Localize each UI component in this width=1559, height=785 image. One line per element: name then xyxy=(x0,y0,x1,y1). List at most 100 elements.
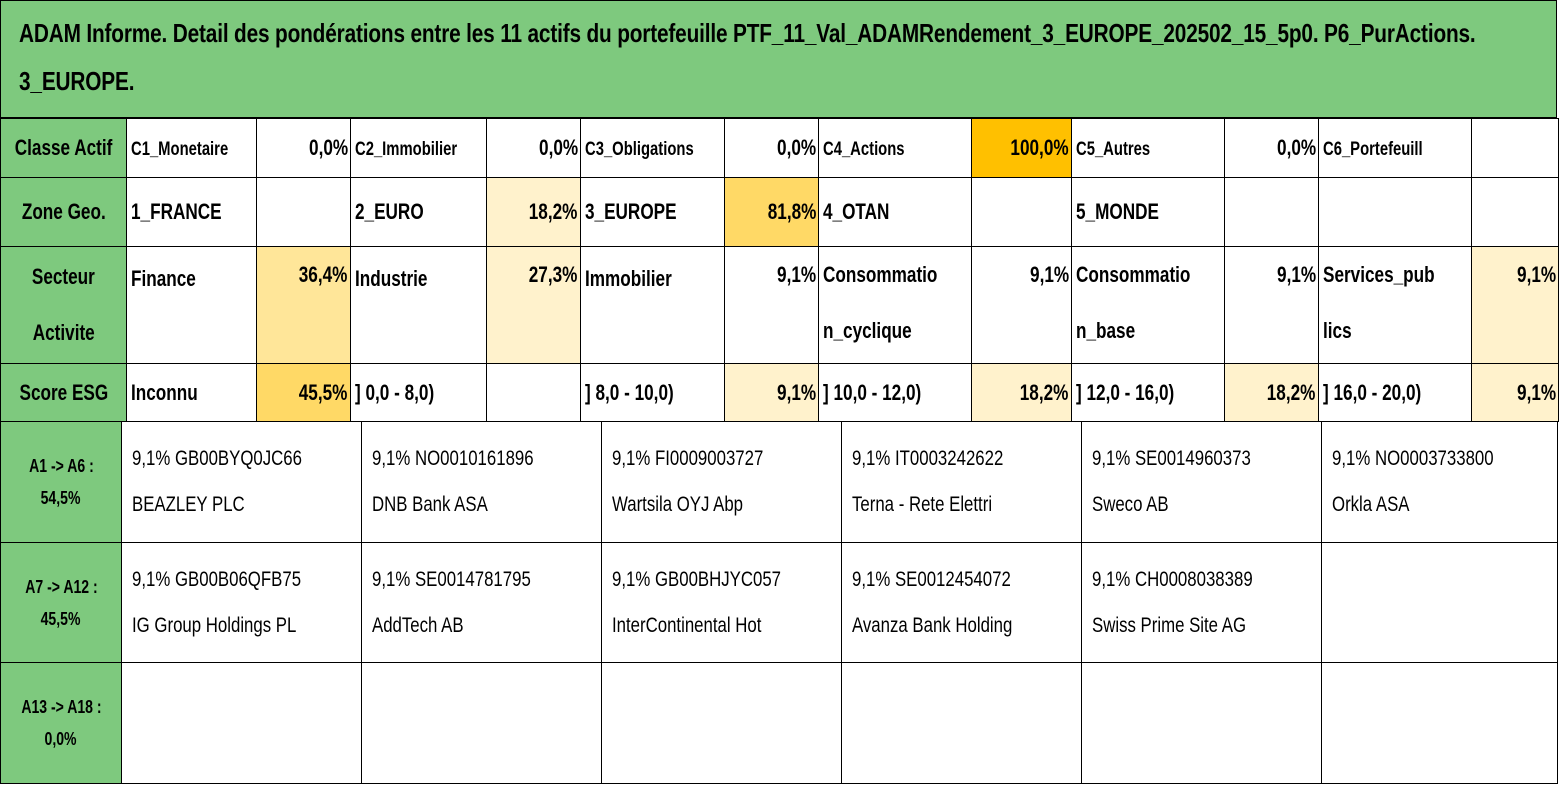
asset-cell xyxy=(601,662,842,784)
esg-label: ] 16,0 - 20,0) xyxy=(1317,363,1472,422)
asset-row: A7 -> A12 :45,5% 9,1% GB00B06QFB75 IG Gro… xyxy=(0,542,1558,663)
asset-name: Terna - Rete Elettri xyxy=(852,493,993,516)
secteur-value: 9,1% xyxy=(724,246,820,364)
asset-weight-isin: 9,1% SE0012454072 xyxy=(852,568,1011,591)
classe-value: 0,0% xyxy=(1223,118,1319,178)
zone-label: 4_OTAN xyxy=(818,177,973,247)
asset-range-header: A1 -> A6 :54,5% xyxy=(0,421,122,543)
zone-label: 3_EUROPE xyxy=(579,177,726,247)
asset-name: InterContinental Hot xyxy=(612,614,762,637)
esg-value: 9,1% xyxy=(1470,363,1559,422)
zone-value: 18,2% xyxy=(485,177,581,247)
secteur-value: 9,1% xyxy=(971,246,1072,364)
secteur-label: Immobilier xyxy=(579,246,726,364)
secteur-label: Consommation_cyclique xyxy=(818,246,973,364)
zone-value xyxy=(971,177,1072,247)
secteur-value: 9,1% xyxy=(1223,246,1319,364)
asset-cell: 9,1% SE0014960373 Sweco AB xyxy=(1081,421,1322,543)
classe-actif-header: Classe Actif xyxy=(0,118,128,178)
asset-cell xyxy=(841,662,1082,784)
asset-name: DNB Bank ASA xyxy=(372,493,488,516)
asset-cell: 9,1% NO0010161896 DNB Bank ASA xyxy=(361,421,602,543)
asset-weight-isin: 9,1% GB00BYQ0JC66 xyxy=(132,447,302,470)
zone-value xyxy=(1223,177,1319,247)
asset-cell: 9,1% CH0008038389 Swiss Prime Site AG xyxy=(1081,542,1322,663)
esg-label: ] 8,0 - 10,0) xyxy=(579,363,726,422)
report-title-banner: ADAM Informe. Detail des pondérations en… xyxy=(0,0,1557,118)
secteur-value: 27,3% xyxy=(485,246,581,364)
zone-label xyxy=(1317,177,1472,247)
asset-name: Orkla ASA xyxy=(1332,493,1410,516)
asset-weight-isin: 9,1% IT0003242622 xyxy=(852,447,1004,470)
asset-name: Sweco AB xyxy=(1092,493,1169,516)
asset-name: Swiss Prime Site AG xyxy=(1092,614,1247,637)
asset-name: Wartsila OYJ Abp xyxy=(612,493,744,516)
report-title: ADAM Informe. Detail des pondérations en… xyxy=(19,18,1476,96)
asset-cell: 9,1% GB00BHJYC057 InterContinental Hot xyxy=(601,542,842,663)
secteur-label: Services_publics xyxy=(1317,246,1472,364)
asset-range-header: A13 -> A18 :0,0% xyxy=(0,662,122,784)
zone-label: 2_EURO xyxy=(349,177,487,247)
assets-table: A1 -> A6 :54,5% 9,1% GB00BYQ0JC66 BEAZLEY… xyxy=(0,421,1558,784)
secteur-label: Finance xyxy=(126,246,257,364)
asset-cell xyxy=(1321,662,1558,784)
asset-cell: 9,1% FI0009003727 Wartsila OYJ Abp xyxy=(601,421,842,543)
asset-weight-isin: 9,1% CH0008038389 xyxy=(1092,568,1253,591)
esg-value xyxy=(485,363,581,422)
asset-range-header: A7 -> A12 :45,5% xyxy=(0,542,122,663)
zone-label: 5_MONDE xyxy=(1070,177,1225,247)
classe-value: 0,0% xyxy=(255,118,351,178)
classe-value: 100,0% xyxy=(971,118,1072,178)
score-esg-header: Score ESG xyxy=(0,363,128,422)
zone-geo-header: Zone Geo. xyxy=(0,177,128,247)
asset-weight-isin: 9,1% GB00BHJYC057 xyxy=(612,568,782,591)
esg-label: ] 12,0 - 16,0) xyxy=(1070,363,1225,422)
esg-value: 45,5% xyxy=(255,363,351,422)
secteur-value: 36,4% xyxy=(255,246,351,364)
zone-geo-row: Zone Geo. 1_FRANCE 2_EURO 18,2% 3_EUROPE… xyxy=(0,177,1559,247)
secteur-row: Secteur Activite Finance 36,4% Industrie… xyxy=(0,246,1559,364)
score-esg-row: Score ESG Inconnu 45,5% ] 0,0 - 8,0) ] 8… xyxy=(0,363,1559,422)
classe-label: C6_Portefeuill xyxy=(1317,118,1472,178)
asset-weight-isin: 9,1% SE0014960373 xyxy=(1092,447,1251,470)
classe-label: C3_Obligations xyxy=(579,118,726,178)
esg-value: 18,2% xyxy=(971,363,1072,422)
secteur-label: Industrie xyxy=(349,246,487,364)
asset-row: A13 -> A18 :0,0% xyxy=(0,662,1558,784)
classe-value xyxy=(1470,118,1559,178)
asset-name: BEAZLEY PLC xyxy=(132,493,245,516)
asset-weight-isin: 9,1% GB00B06QFB75 xyxy=(132,568,302,591)
zone-value: 81,8% xyxy=(724,177,820,247)
asset-weight-isin: 9,1% NO0003733800 xyxy=(1332,447,1494,470)
classe-label: C1_Monetaire xyxy=(126,118,257,178)
asset-row: A1 -> A6 :54,5% 9,1% GB00BYQ0JC66 BEAZLEY… xyxy=(0,421,1558,543)
classe-actif-row: Classe Actif C1_Monetaire 0,0% C2_Immobi… xyxy=(0,118,1559,178)
esg-value: 9,1% xyxy=(724,363,820,422)
asset-cell xyxy=(1081,662,1322,784)
classe-label: C4_Actions xyxy=(818,118,973,178)
asset-cell xyxy=(361,662,602,784)
asset-cell: 9,1% SE0014781795 AddTech AB xyxy=(361,542,602,663)
asset-cell: 9,1% SE0012454072 Avanza Bank Holding xyxy=(841,542,1082,663)
asset-cell: 9,1% GB00B06QFB75 IG Group Holdings PL xyxy=(121,542,362,663)
esg-label: Inconnu xyxy=(126,363,257,422)
secteur-label: Consommation_base xyxy=(1070,246,1225,364)
zone-value xyxy=(255,177,351,247)
esg-value: 18,2% xyxy=(1223,363,1319,422)
asset-weight-isin: 9,1% NO0010161896 xyxy=(372,447,534,470)
classe-label: C5_Autres xyxy=(1070,118,1225,178)
classe-value: 0,0% xyxy=(724,118,820,178)
asset-name: AddTech AB xyxy=(372,614,464,637)
esg-label: ] 0,0 - 8,0) xyxy=(349,363,487,422)
secteur-value: 9,1% xyxy=(1470,246,1559,364)
allocation-summary-table: Classe Actif C1_Monetaire 0,0% C2_Immobi… xyxy=(0,118,1559,422)
zone-value xyxy=(1470,177,1559,247)
asset-name: IG Group Holdings PL xyxy=(132,614,297,637)
secteur-header: Secteur Activite xyxy=(0,246,128,364)
asset-name: Avanza Bank Holding xyxy=(852,614,1013,637)
asset-cell: 9,1% GB00BYQ0JC66 BEAZLEY PLC xyxy=(121,421,362,543)
classe-label: C2_Immobilier xyxy=(349,118,487,178)
asset-weight-isin: 9,1% FI0009003727 xyxy=(612,447,764,470)
zone-label: 1_FRANCE xyxy=(126,177,257,247)
asset-cell: 9,1% NO0003733800 Orkla ASA xyxy=(1321,421,1558,543)
